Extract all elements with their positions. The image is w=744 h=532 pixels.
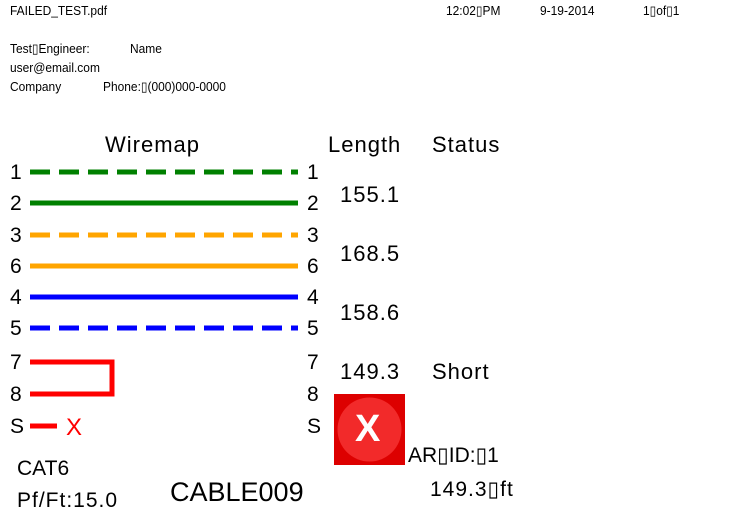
page-number: 1▯of▯1 [643,3,680,18]
pin-left-6: 6 [10,255,22,278]
pin-right-2: 2 [307,192,319,215]
pin-left-2: 2 [10,192,22,215]
length-pair-12: 155.1 [340,182,401,207]
phone: Phone:▯(000)000-0000 [103,79,226,94]
filename: FAILED_TEST.pdf [10,3,108,18]
pin-left-3: 3 [10,224,22,247]
pin-left-8: 8 [10,383,22,406]
status-pair-78: Short [432,359,490,384]
email: user@email.com [10,60,100,75]
pin-left-7: 7 [10,351,22,374]
pin-right-3: 3 [307,224,319,247]
status-header: Status [432,132,501,157]
pin-right-7: 7 [307,351,319,374]
engineer-name: Name [130,41,162,56]
wiremap-header: Wiremap [105,132,201,157]
length-pair-36: 168.5 [340,241,401,266]
length-pair-45: 158.6 [340,300,401,325]
fail-circle [337,397,402,462]
shield-open-x-icon: X [66,414,83,441]
date: 9-19-2014 [540,3,595,18]
result-length: 149.3▯ft [430,478,514,501]
pin-right-1: 1 [307,161,319,184]
pin-left-4: 4 [10,286,22,309]
pin-right-6: 6 [307,255,319,278]
engineer-label: Test▯Engineer: [10,41,90,56]
wire-7-8-short [30,359,115,397]
fail-x-icon: X [355,408,381,450]
pin-left-s: S [10,415,25,438]
length-header: Length [328,132,402,157]
pin-right-5: 5 [307,317,319,340]
length-pair-78: 149.3 [340,359,401,384]
pf-ft: Pf/Ft:15.0 [17,489,119,512]
company: Company [10,79,62,94]
pin-right-s: S [307,415,322,438]
pin-left-1: 1 [10,161,22,184]
cable-id: CABLE009 [170,477,304,507]
pin-left-5: 5 [10,317,22,340]
ar-id: AR▯ID:▯1 [408,444,499,467]
pin-right-4: 4 [307,286,319,309]
time: 12:02▯PM [446,3,501,18]
cable-type: CAT6 [17,457,70,480]
pin-right-8: 8 [307,383,319,406]
